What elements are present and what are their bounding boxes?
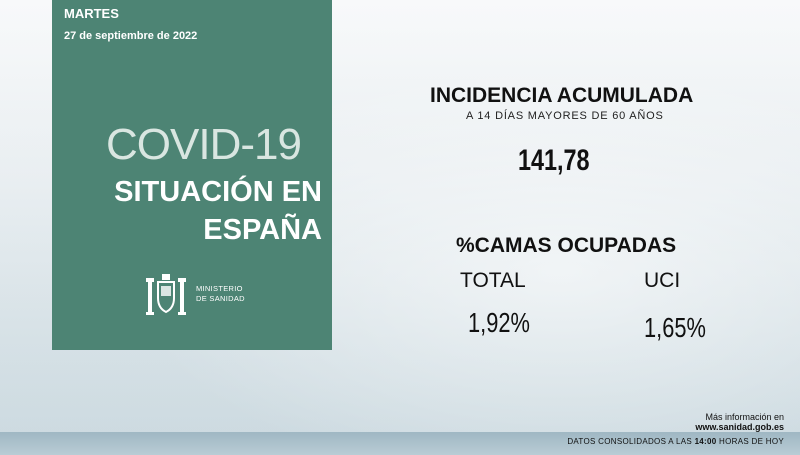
ministry-label: MINISTERIO DE SANIDAD xyxy=(196,284,245,304)
coat-of-arms-icon xyxy=(146,274,186,315)
beds-title: %CAMAS OCUPADAS xyxy=(456,234,677,257)
incidence-value: 141,78 xyxy=(518,144,590,177)
situation-title-line1: SITUACIÓN EN xyxy=(114,176,322,208)
ministry-line2: DE SANIDAD xyxy=(196,294,245,303)
situation-title-line2: ESPAÑA xyxy=(203,214,322,246)
beds-uci-label: UCI xyxy=(644,269,681,292)
consolidated-suffix: HORAS DE HOY xyxy=(716,437,784,446)
covid-title: COVID-19 xyxy=(106,120,302,169)
title-panel: MARTES 27 de septiembre de 2022 COVID-19… xyxy=(52,0,332,350)
consolidated-time: 14:00 xyxy=(694,437,717,446)
beds-uci-value: 1,65% xyxy=(644,312,706,343)
more-info-label: Más información en xyxy=(705,412,784,422)
beds-total-value: 1,92% xyxy=(468,307,530,338)
bottom-bar xyxy=(0,432,800,455)
beds-total-label: TOTAL xyxy=(460,269,526,292)
day-label: MARTES xyxy=(64,6,119,21)
incidence-subtitle: A 14 DÍAS MAYORES DE 60 AÑOS xyxy=(466,110,664,122)
consolidated-prefix: DATOS CONSOLIDADOS A LAS xyxy=(567,437,695,446)
ministry-line1: MINISTERIO xyxy=(196,284,243,293)
date-label: 27 de septiembre de 2022 xyxy=(64,30,198,42)
website-link[interactable]: www.sanidad.gob.es xyxy=(695,422,784,432)
consolidated-note: DATOS CONSOLIDADOS A LAS 14:00 HORAS DE … xyxy=(567,437,784,446)
incidence-title: INCIDENCIA ACUMULADA xyxy=(430,84,694,107)
